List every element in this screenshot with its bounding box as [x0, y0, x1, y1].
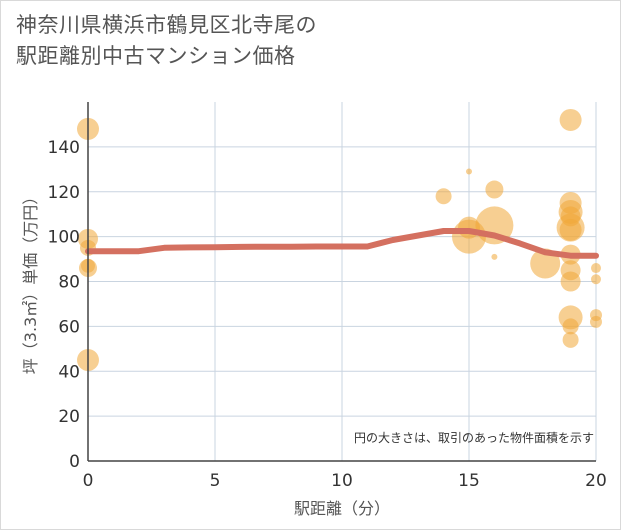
data-point: [491, 253, 498, 260]
x-tick-label: 10: [331, 471, 353, 491]
data-point: [559, 218, 582, 241]
y-tick-label: 0: [69, 452, 80, 472]
data-point: [590, 315, 602, 328]
data-point: [485, 180, 504, 199]
trend-line: [85, 228, 599, 259]
chart-title: 神奈川県横浜市鶴見区北寺尾の 駅距離別中古マンション価格: [16, 10, 317, 72]
y-tick-label: 60: [58, 317, 80, 337]
trend-line-group: [85, 228, 599, 259]
y-tick-label: 120: [48, 183, 80, 203]
chart-title-line-2: 駅距離別中古マンション価格: [16, 44, 296, 68]
data-point: [562, 331, 579, 348]
data-point: [559, 108, 582, 131]
data-point: [591, 263, 601, 274]
size-note: 円の大きさは、取引のあった物件面積を示す: [354, 430, 594, 445]
tick-labels: 0 5 10 15 20 0 20 40 60 80 100 120 140: [48, 138, 607, 491]
y-tick-label: 20: [58, 407, 80, 427]
data-point: [435, 188, 452, 205]
y-tick-label: 100: [48, 228, 80, 248]
x-axis-label: 駅距離（分）: [294, 499, 390, 518]
data-point: [466, 168, 472, 175]
grid-lines: [88, 102, 597, 461]
x-tick-label: 15: [458, 471, 480, 491]
x-tick-label: 5: [210, 471, 221, 491]
y-tick-label: 40: [58, 362, 80, 382]
y-tick-label: 80: [58, 273, 80, 293]
x-tick-label: 0: [83, 471, 94, 491]
chart-title-line-1: 神奈川県横浜市鶴見区北寺尾の: [16, 13, 317, 37]
data-point: [562, 318, 579, 335]
data-point: [560, 271, 581, 292]
data-point: [591, 274, 601, 285]
axes: [87, 102, 596, 462]
data-points: [77, 108, 602, 372]
y-axis-label: 坪（3.3㎡）単価（万円）: [21, 189, 40, 374]
y-tick-label: 140: [48, 138, 80, 158]
x-tick-label: 20: [585, 471, 607, 491]
